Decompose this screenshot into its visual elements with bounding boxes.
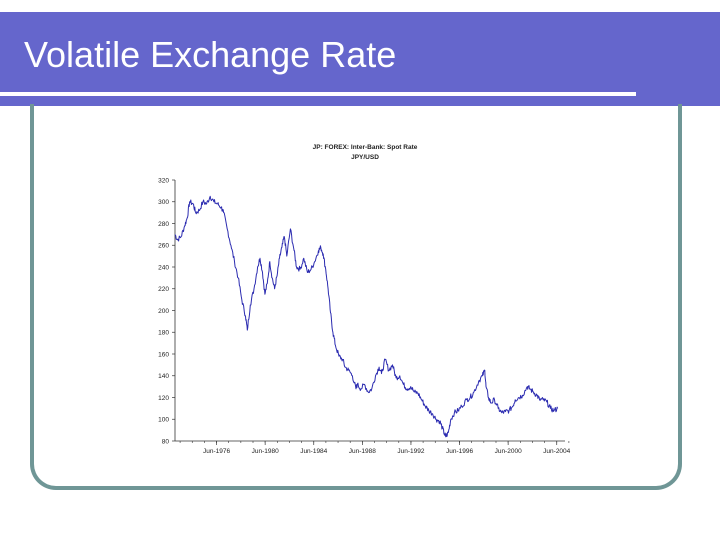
chart-title: JP: FOREX: Inter-Bank: Spot Rate — [313, 144, 418, 151]
y-tick-label: 280 — [158, 221, 169, 228]
chart-subtitle: JPY/USD — [351, 154, 379, 161]
y-tick-label: 140 — [158, 373, 169, 380]
y-tick-label: 80 — [162, 438, 170, 445]
x-tick-label: Jun-1984 — [300, 448, 327, 455]
x-tick-label: Jun-1988 — [349, 448, 376, 455]
y-tick-label: 180 — [158, 330, 169, 337]
y-tick-label: 100 — [158, 417, 169, 424]
y-tick-label: 260 — [158, 243, 169, 250]
title-rule — [0, 92, 636, 96]
x-tick-label: Jun-1976 — [203, 448, 230, 455]
x-tick-label: Jun-1996 — [446, 448, 473, 455]
y-tick-label: 120 — [158, 395, 169, 402]
series-line-jpy-usd — [174, 195, 559, 438]
y-tick-label: 240 — [158, 264, 169, 271]
y-tick-label: 300 — [158, 199, 169, 206]
content-frame — [30, 104, 682, 490]
slide-title: Volatile Exchange Rate — [24, 34, 397, 75]
y-tick-label: 160 — [158, 351, 169, 358]
y-tick-label: 200 — [158, 308, 169, 315]
x-tick-label: Jun-1980 — [252, 448, 279, 455]
y-tick-label: 320 — [158, 177, 169, 184]
x-tick-label: Jun-2000 — [495, 448, 522, 455]
title-bar — [0, 12, 720, 106]
y-tick-label: 220 — [158, 286, 169, 293]
x-tick-label: Jun-1992 — [397, 448, 424, 455]
x-tick-label: Jun-2004 — [543, 448, 570, 455]
